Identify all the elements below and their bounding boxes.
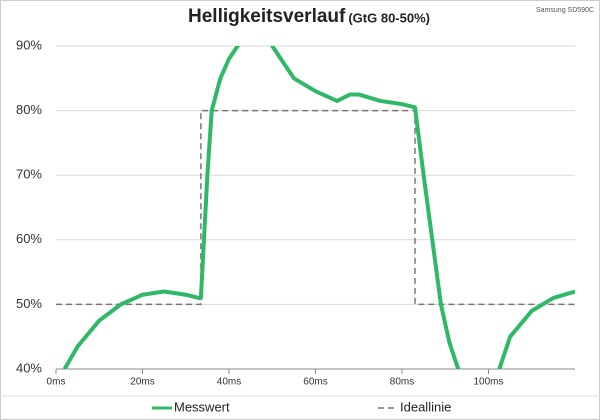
x-tick-label: 20ms: [130, 377, 154, 388]
y-tick-label: 70%: [16, 167, 42, 182]
data-line: [62, 46, 575, 369]
annotation: Samsung SD590C: [536, 7, 594, 14]
legend-label: Ideallinie: [400, 399, 451, 414]
y-tick-label: 40%: [16, 360, 42, 375]
plot-area: [56, 46, 575, 369]
chart-subtitle: (GtG 80-50%): [348, 10, 430, 25]
y-tick-label: 80%: [16, 102, 42, 117]
x-tick-label: 40ms: [217, 377, 241, 388]
x-tick-label: 100ms: [473, 377, 503, 388]
x-tick-label: 60ms: [303, 377, 327, 388]
legend-label: Messwert: [174, 399, 230, 414]
y-tick-label: 50%: [16, 296, 42, 311]
y-tick-label: 60%: [16, 231, 42, 246]
x-tick-label: 80ms: [390, 377, 414, 388]
x-tick-label: 0ms: [47, 377, 66, 388]
chart-title: Helligkeitsverlauf: [188, 6, 346, 27]
y-tick-label: 90%: [16, 37, 42, 52]
